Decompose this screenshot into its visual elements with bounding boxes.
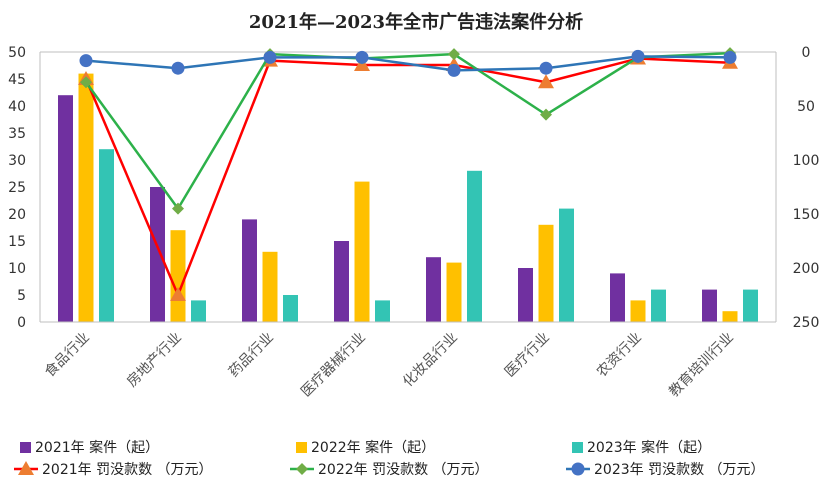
category-label: 房地产行业: [124, 330, 185, 391]
bar: [559, 208, 574, 322]
right-axis-tick-label: 150: [793, 207, 820, 223]
right-axis-tick-label: 50: [797, 99, 815, 115]
bar: [242, 219, 257, 322]
bar: [743, 289, 758, 322]
series-line: [84, 51, 731, 210]
legend-swatch: [296, 442, 307, 453]
right-axis-tick-label: 200: [793, 261, 820, 277]
left-axis-tick-label: 10: [8, 261, 26, 277]
legend-label: 2021年 罚没款数 （万元）: [42, 462, 213, 478]
bar: [99, 149, 114, 322]
bar: [702, 289, 717, 322]
left-axis-tick-label: 15: [8, 234, 26, 250]
legend-label: 2023年 案件（起）: [587, 439, 711, 456]
line-point: [355, 50, 369, 64]
legend-label: 2022年 罚没款数 （万元）: [318, 462, 489, 478]
left-axis-tick-label: 30: [8, 153, 26, 169]
left-axis-tick-label: 0: [17, 315, 26, 331]
left-axis-tick-label: 20: [8, 207, 26, 223]
category-label: 化妆品行业: [400, 330, 461, 391]
bar: [170, 230, 186, 322]
line-point: [171, 61, 185, 75]
category-label: 药品行业: [226, 330, 277, 381]
bar: [58, 95, 73, 322]
line-point: [540, 108, 552, 121]
bar: [283, 295, 298, 322]
bar: [610, 273, 625, 322]
legend-marker: [296, 463, 308, 475]
legend-label: 2021年 案件（起）: [35, 439, 159, 456]
series-line: [85, 55, 731, 72]
legend-marker: [571, 462, 585, 476]
category-label: 教育培训行业: [666, 330, 737, 401]
bar: [262, 251, 278, 322]
line-point: [448, 48, 460, 61]
legend-marker: [18, 461, 34, 475]
left-axis-tick-label: 35: [8, 126, 26, 142]
left-axis-tick-label: 40: [8, 99, 26, 115]
category-label: 农资行业: [594, 330, 645, 381]
bar: [630, 300, 646, 322]
line-point: [172, 202, 184, 215]
right-axis-tick-label: 0: [802, 45, 811, 61]
bar: [78, 73, 94, 322]
line-point: [80, 76, 92, 89]
left-axis-tick-label: 5: [17, 288, 26, 304]
legend-swatch: [572, 442, 583, 453]
bar: [150, 187, 165, 322]
bar: [426, 257, 441, 322]
line-point: [539, 61, 553, 75]
bar: [354, 181, 370, 322]
bar: [467, 170, 482, 322]
left-axis-tick-label: 25: [8, 180, 26, 196]
legend-swatch: [20, 442, 31, 453]
bar: [518, 268, 533, 322]
left-axis-tick-label: 50: [8, 45, 26, 61]
bar: [446, 262, 462, 322]
line-point: [538, 74, 554, 89]
line-point: [263, 50, 277, 64]
bar: [538, 224, 554, 322]
category-label: 食品行业: [41, 329, 93, 381]
bar: [651, 289, 666, 322]
legend-label: 2023年 罚没款数 （万元）: [594, 462, 765, 478]
line-point: [447, 63, 461, 77]
line-point: [631, 49, 645, 63]
right-axis-tick-label: 250: [793, 315, 820, 331]
left-axis-tick-label: 45: [8, 72, 26, 88]
line-point: [170, 287, 186, 301]
bar: [191, 300, 206, 322]
category-label: 医疗行业: [502, 330, 553, 381]
bar: [375, 300, 390, 322]
bar: [722, 311, 738, 322]
chart-title: 2021年—2023年全市广告违法案件分析: [249, 11, 583, 33]
legend-label: 2022年 案件（起）: [311, 439, 435, 456]
line-point: [723, 50, 737, 64]
bar: [334, 241, 349, 322]
category-label: 医疗器械行业: [298, 330, 369, 401]
line-point: [79, 54, 93, 68]
right-axis-tick-label: 100: [793, 153, 820, 169]
